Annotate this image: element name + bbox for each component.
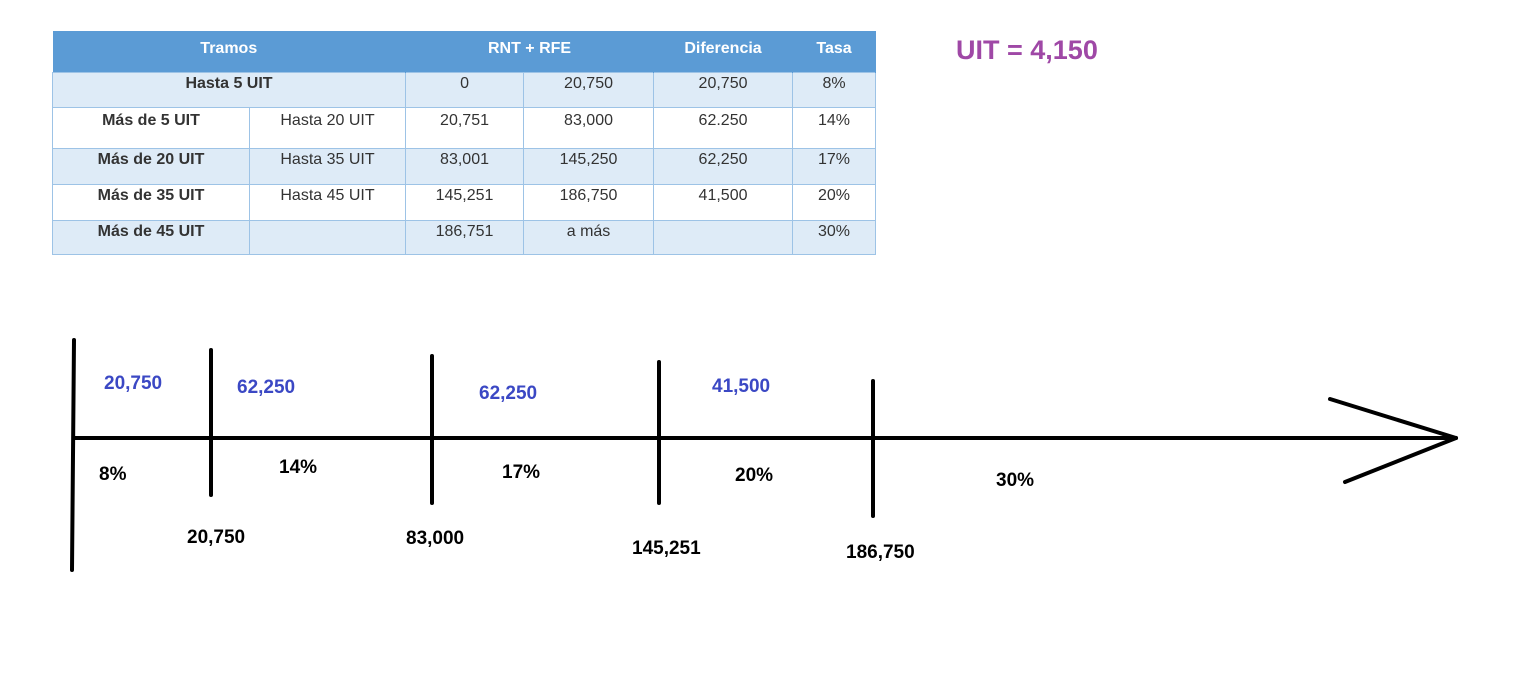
to-cell: 145,250 [523,148,655,185]
tramo-cell: Más de 45 UIT [52,220,250,255]
boundary-label-4: 186,750 [846,542,915,563]
segment-difference-4: 41,500 [712,376,770,397]
tasa-cell: 30% [792,220,877,255]
segment-rate-4: 20% [735,465,773,486]
table-row: Más de 5 UIT Hasta 20 UIT 20,751 83,000 … [52,107,877,149]
from-cell: 83,001 [405,148,525,185]
to-cell: 186,750 [523,184,655,221]
tramo-cell: Más de 20 UIT [52,148,250,185]
table-row: Más de 35 UIT Hasta 45 UIT 145,251 186,7… [52,184,877,221]
hasta-cell: Hasta 20 UIT [248,107,407,149]
hasta-cell: Hasta 35 UIT [248,148,407,185]
header-tramos: Tramos [52,31,407,73]
table-header-row: Tramos RNT + RFE Diferencia Tasa [52,31,877,73]
from-cell: 186,751 [405,220,525,255]
header-diferencia: Diferencia [653,31,794,73]
diferencia-cell: 62,250 [653,148,794,185]
header-rnt-rfe: RNT + RFE [405,31,655,73]
segment-difference-1: 20,750 [104,373,162,394]
segment-rate-1: 8% [99,464,127,485]
diferencia-cell: 41,500 [653,184,794,221]
tramo-cell: Más de 5 UIT [52,107,250,149]
diferencia-cell [653,220,794,255]
hasta-cell: Hasta 45 UIT [248,184,407,221]
table-row: Más de 45 UIT 186,751 a más 30% [52,220,877,255]
table-row: Más de 20 UIT Hasta 35 UIT 83,001 145,25… [52,148,877,185]
to-cell: 20,750 [523,72,655,108]
from-cell: 145,251 [405,184,525,221]
header-tasa: Tasa [792,31,877,73]
to-cell: a más [523,220,655,255]
table-row: Hasta 5 UIT 0 20,750 20,750 8% [51,72,877,108]
timeline-start-tick [70,338,76,572]
tasa-cell: 14% [792,107,877,149]
tasa-cell: 17% [792,148,877,185]
tramo-cell: Hasta 5 UIT [51,72,407,108]
from-cell: 20,751 [405,107,525,149]
segment-rate-5: 30% [996,470,1034,491]
segment-rate-3: 17% [502,462,540,483]
diferencia-cell: 20,750 [653,72,794,108]
arrow-head-lower [1343,436,1458,484]
boundary-label-1: 20,750 [187,527,245,548]
tax-brackets-table: Tramos RNT + RFE Diferencia Tasa Hasta 5… [51,31,877,255]
segment-rate-2: 14% [279,457,317,478]
segment-difference-3: 62,250 [479,383,537,404]
tasa-cell: 8% [792,72,877,108]
segment-difference-2: 62,250 [237,377,295,398]
boundary-label-2: 83,000 [406,528,464,549]
arrow-head-upper [1328,397,1458,440]
uit-value-label: UIT = 4,150 [956,35,1098,65]
boundary-label-3: 145,251 [632,538,701,559]
diferencia-cell: 62.250 [653,107,794,149]
hasta-cell [248,220,407,255]
to-cell: 83,000 [523,107,655,149]
